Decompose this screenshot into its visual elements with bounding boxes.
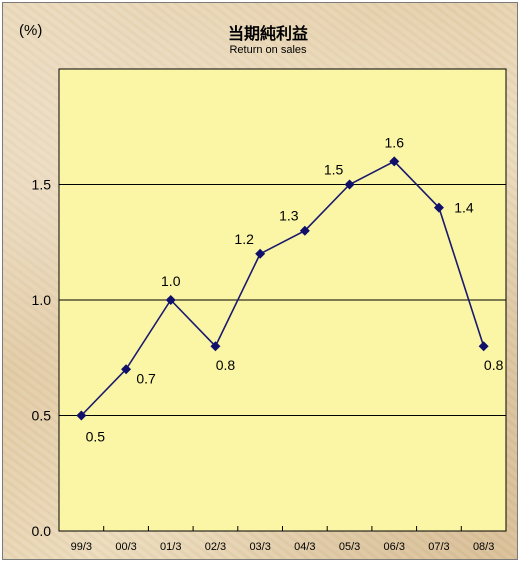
y-tick-label: 0.0	[32, 523, 52, 539]
x-tick-label: 02/3	[205, 541, 226, 553]
chart-subtitle: Return on sales	[229, 44, 307, 56]
data-label: 1.2	[234, 231, 254, 247]
x-tick-label: 00/3	[115, 541, 136, 553]
x-tick-label: 07/3	[428, 541, 449, 553]
data-label: 0.8	[216, 357, 236, 373]
data-label: 1.6	[385, 134, 405, 150]
data-label: 0.5	[86, 429, 106, 445]
data-label: 1.0	[161, 273, 181, 289]
x-tick-label: 01/3	[160, 541, 181, 553]
data-label: 1.3	[279, 208, 299, 224]
x-tick-label: 05/3	[339, 541, 360, 553]
line-chart: (%) 当期純利益 Return on sales 0.0 0.5 1.0 1.5 9…	[3, 3, 519, 561]
y-tick-label: 1.5	[32, 177, 52, 193]
y-axis-unit-label: (%)	[19, 22, 42, 39]
y-tick-label: 1.0	[32, 292, 52, 308]
chart-title: 当期純利益	[228, 24, 308, 43]
data-label: 1.4	[454, 200, 474, 216]
x-tick-label: 08/3	[473, 541, 494, 553]
y-tick-label: 0.5	[32, 408, 52, 424]
data-label: 1.5	[324, 162, 344, 178]
x-tick-label: 04/3	[294, 541, 315, 553]
x-tick-label: 06/3	[384, 541, 405, 553]
data-label: 0.8	[484, 357, 504, 373]
data-label: 0.7	[136, 370, 156, 386]
x-tick-label: 99/3	[71, 541, 92, 553]
x-tick-label: 03/3	[249, 541, 270, 553]
chart-frame: (%) 当期純利益 Return on sales 0.0 0.5 1.0 1.5 9…	[2, 2, 518, 560]
